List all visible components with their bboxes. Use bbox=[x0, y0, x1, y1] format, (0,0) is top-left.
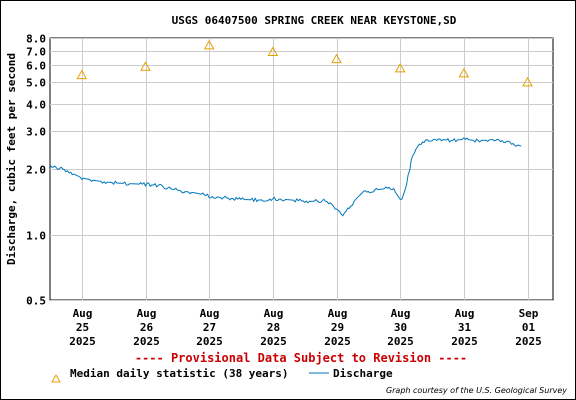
median-marker bbox=[522, 76, 533, 87]
x-tick-label: 2025 bbox=[387, 335, 414, 348]
chart-title: USGS 06407500 SPRING CREEK NEAR KEYSTONE… bbox=[172, 14, 457, 27]
x-tick-label: Aug bbox=[137, 307, 157, 320]
x-tick-label: 2025 bbox=[451, 335, 478, 348]
y-tick-label: 5.0 bbox=[26, 77, 46, 90]
x-tick-label: Aug bbox=[200, 307, 220, 320]
x-tick-label: 2025 bbox=[133, 335, 160, 348]
legend-median-marker bbox=[51, 373, 61, 383]
x-tick-label: 2025 bbox=[324, 335, 351, 348]
x-tick-label: 26 bbox=[140, 321, 154, 334]
y-tick-label: 0.5 bbox=[26, 295, 46, 308]
discharge-line bbox=[49, 137, 522, 217]
grid bbox=[50, 38, 553, 301]
y-tick-label: 4.0 bbox=[26, 99, 46, 112]
x-tick-label: 30 bbox=[394, 321, 407, 334]
median-marker bbox=[140, 61, 151, 71]
x-tick-label: Aug bbox=[455, 307, 475, 320]
x-tick-label: 27 bbox=[203, 321, 216, 334]
y-tick-label: 7.0 bbox=[26, 46, 46, 59]
y-tick-label: 2.0 bbox=[26, 164, 46, 177]
x-tick-label: 2025 bbox=[196, 335, 223, 348]
median-series bbox=[76, 39, 533, 87]
median-marker bbox=[394, 62, 406, 73]
x-tick-label: Sep bbox=[519, 307, 539, 320]
y-tick-label: 3.0 bbox=[26, 126, 46, 139]
provisional-note: ---- Provisional Data Subject to Revisio… bbox=[135, 351, 467, 365]
y-axis-ticks: 0.5 1.0 2.0 3.0 4.0 5.0 6.07.08.0 bbox=[26, 33, 46, 308]
median-marker bbox=[203, 39, 215, 50]
x-tick-label: 25 bbox=[76, 321, 89, 334]
y-tick-label: 1.0 bbox=[26, 230, 46, 243]
x-tick-label: Aug bbox=[391, 307, 411, 320]
y-axis-label: Discharge, cubic feet per second bbox=[5, 53, 18, 265]
x-axis-ticks: Aug252025Aug262025Aug272025Aug282025Aug2… bbox=[69, 307, 542, 348]
x-tick-label: Aug bbox=[264, 307, 284, 320]
legend-median-label: Median daily statistic (38 years) bbox=[70, 367, 289, 380]
x-tick-label: 31 bbox=[458, 321, 472, 334]
x-tick-label: 01 bbox=[522, 321, 536, 334]
x-tick-label: 28 bbox=[267, 321, 280, 334]
y-tick-label: 8.0 bbox=[26, 33, 46, 46]
median-marker bbox=[458, 67, 470, 78]
median-marker bbox=[331, 53, 342, 64]
legend-discharge-label: Discharge bbox=[333, 367, 393, 380]
median-marker bbox=[76, 69, 88, 80]
x-tick-label: 2025 bbox=[260, 335, 287, 348]
median-marker bbox=[267, 46, 279, 56]
credit-note: Graph courtesy of the U.S. Geological Su… bbox=[386, 386, 567, 395]
discharge-series bbox=[49, 137, 522, 217]
x-tick-label: 29 bbox=[331, 321, 344, 334]
x-tick-label: Aug bbox=[73, 307, 93, 320]
legend: Median daily statistic (38 years) Discha… bbox=[51, 367, 393, 383]
x-tick-label: 2025 bbox=[515, 335, 542, 348]
y-tick-label: 6.0 bbox=[26, 60, 46, 73]
x-tick-label: 2025 bbox=[69, 335, 96, 348]
x-tick-label: Aug bbox=[328, 307, 348, 320]
